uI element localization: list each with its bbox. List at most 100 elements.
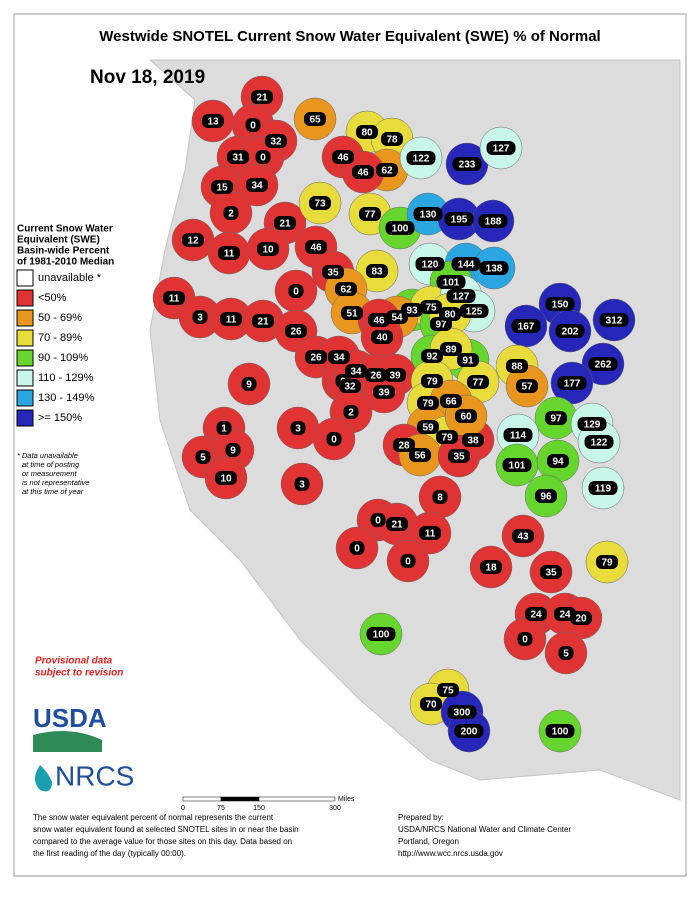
- basin-label: 34: [251, 181, 263, 192]
- basin-label: 100: [552, 727, 569, 738]
- legend-title: Basin-wide Percent: [17, 246, 110, 257]
- basin-label: 8: [437, 493, 443, 504]
- basin-label-bg: [419, 526, 441, 540]
- basin-label-bg: [305, 350, 327, 364]
- basin-label-bg: [349, 541, 365, 555]
- basin-label: 57: [521, 382, 533, 393]
- legend-label: unavailable *: [38, 272, 102, 284]
- basin-label: 120: [422, 260, 439, 271]
- basin-label: 43: [517, 532, 529, 543]
- basin-label-bg: [436, 430, 458, 444]
- legend-swatch: [16, 349, 34, 367]
- basin-label: 51: [346, 309, 358, 320]
- basin-label: 101: [509, 461, 526, 472]
- description-line: snow water equivalent found at selected …: [33, 825, 299, 834]
- basin-label-bg: [503, 428, 533, 442]
- basin-label: 54: [391, 313, 403, 324]
- basin-label: 93: [406, 306, 418, 317]
- basin-label: 79: [422, 399, 434, 410]
- usda-swoosh: [33, 731, 102, 752]
- basin-label: 79: [426, 377, 438, 388]
- basin-label-bg: [220, 312, 242, 326]
- basin-label-bg: [511, 319, 541, 333]
- prepared-line: USDA/NRCS National Water and Climate Cen…: [398, 825, 571, 834]
- legend-note: at time of posting: [22, 460, 80, 469]
- basin-label: 5: [563, 649, 569, 660]
- basin-label-bg: [516, 379, 538, 393]
- legend-swatch: [16, 309, 34, 327]
- basin-label-bg: [211, 180, 233, 194]
- basin-label: 79: [441, 433, 453, 444]
- basin-label-bg: [540, 565, 562, 579]
- nrcs-logo: NRCS: [55, 760, 134, 791]
- basin-label: 119: [595, 484, 612, 495]
- basin-label: 150: [552, 300, 569, 311]
- scale-segment: [258, 796, 336, 802]
- basin-label-bg: [440, 394, 462, 408]
- basin-label-bg: [384, 368, 406, 382]
- nrcs-drop: [35, 765, 52, 792]
- basin-label: 75: [442, 686, 454, 697]
- basin-label: 91: [462, 356, 474, 367]
- basin-label: 11: [169, 294, 180, 305]
- legend-note: or measurement: [22, 469, 78, 478]
- basin-label-bg: [393, 438, 415, 452]
- basin-label: 24: [530, 610, 542, 621]
- basin-label: 202: [562, 327, 579, 338]
- basin-label-bg: [368, 313, 390, 327]
- basin-label-bg: [376, 163, 398, 177]
- basin-label-bg: [370, 513, 386, 527]
- basin-label-bg: [432, 490, 448, 504]
- basin-label: 15: [216, 183, 228, 194]
- basin-label-bg: [252, 314, 274, 328]
- basin-label: 97: [550, 414, 562, 425]
- basin-label: 11: [224, 249, 235, 260]
- basin-label-bg: [305, 240, 327, 254]
- scale-tick-label: 0: [181, 805, 185, 812]
- basin-label-bg: [406, 151, 436, 165]
- basin-label-bg: [216, 421, 232, 435]
- basin-label: 92: [426, 352, 438, 363]
- basin-label-bg: [304, 112, 326, 126]
- basin-label: 26: [290, 327, 302, 338]
- basin-label: 0: [250, 121, 256, 132]
- basin-label: 188: [485, 217, 502, 228]
- legend-label: >= 150%: [38, 412, 82, 424]
- basin-label-bg: [437, 683, 459, 697]
- basin-label-bg: [326, 432, 342, 446]
- legend-label: 130 - 149%: [38, 392, 94, 404]
- basin-label-bg: [486, 141, 516, 155]
- basin-label: 46: [337, 153, 349, 164]
- basin-label-bg: [225, 443, 241, 457]
- basin-label-bg: [444, 212, 474, 226]
- basin-label-bg: [246, 178, 268, 192]
- basin-label-bg: [409, 448, 431, 462]
- basin-label-bg: [517, 632, 533, 646]
- basin-label: 3: [299, 480, 305, 491]
- legend-swatch: [16, 269, 34, 287]
- basin-label-bg: [480, 560, 502, 574]
- basin-label-bg: [557, 376, 587, 390]
- basin-label: 21: [256, 93, 268, 104]
- basin-label-bg: [446, 289, 476, 303]
- basin-label: 88: [511, 362, 523, 373]
- basin-label-bg: [341, 306, 363, 320]
- basin-label-bg: [588, 357, 618, 371]
- basin-label-bg: [455, 409, 477, 423]
- basin-label-bg: [584, 435, 614, 449]
- legend-note: * Data unavailable: [17, 451, 78, 460]
- basin-label: 11: [425, 529, 436, 540]
- basin-label-bg: [322, 265, 344, 279]
- basin-label: 312: [606, 316, 623, 327]
- basin-label: 9: [230, 446, 236, 457]
- basin-label-bg: [555, 324, 585, 338]
- basin-label-bg: [599, 313, 629, 327]
- basin-label-bg: [182, 233, 204, 247]
- basin-label-bg: [245, 118, 261, 132]
- legend-label: <50%: [38, 292, 67, 304]
- basin-label: 200: [461, 727, 478, 738]
- basin-label-bg: [462, 433, 484, 447]
- basin-label: 46: [357, 168, 369, 179]
